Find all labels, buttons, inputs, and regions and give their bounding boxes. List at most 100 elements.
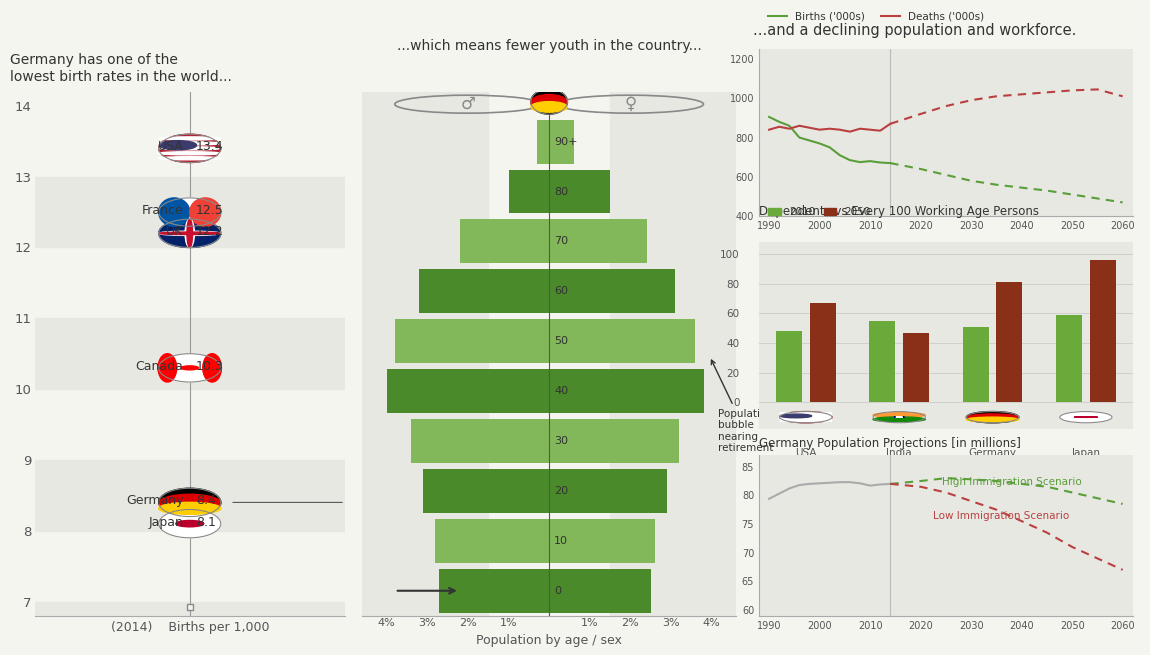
Bar bbox=[550, 569, 651, 612]
Bar bbox=[508, 170, 550, 214]
Text: 70: 70 bbox=[554, 236, 568, 246]
Ellipse shape bbox=[158, 354, 177, 382]
Ellipse shape bbox=[159, 198, 190, 226]
Text: 8.1: 8.1 bbox=[196, 515, 216, 529]
Ellipse shape bbox=[159, 495, 221, 512]
Bar bbox=[34, 177, 345, 248]
Ellipse shape bbox=[159, 232, 221, 234]
Ellipse shape bbox=[1060, 411, 1112, 423]
Ellipse shape bbox=[966, 417, 1019, 422]
Bar bbox=[1056, 315, 1082, 402]
Bar bbox=[550, 269, 675, 313]
Ellipse shape bbox=[159, 354, 221, 382]
Bar bbox=[34, 318, 345, 389]
Ellipse shape bbox=[531, 94, 567, 110]
Bar bbox=[550, 120, 574, 164]
X-axis label: Population by age / sex: Population by age / sex bbox=[476, 634, 622, 647]
Bar bbox=[996, 282, 1022, 402]
Ellipse shape bbox=[159, 510, 221, 538]
Text: 8.4: 8.4 bbox=[196, 495, 216, 508]
Ellipse shape bbox=[780, 421, 831, 422]
Text: 60: 60 bbox=[554, 286, 568, 296]
Text: Canada: Canada bbox=[136, 360, 184, 373]
Bar bbox=[362, 92, 489, 616]
Text: Dependents vs Every 100 Working Age Persons: Dependents vs Every 100 Working Age Pers… bbox=[759, 204, 1038, 217]
Text: 0: 0 bbox=[554, 586, 561, 596]
Ellipse shape bbox=[159, 147, 221, 150]
Ellipse shape bbox=[873, 413, 926, 417]
Bar bbox=[436, 519, 550, 563]
Text: 80: 80 bbox=[554, 187, 568, 196]
Text: 90+: 90+ bbox=[554, 137, 577, 147]
Bar bbox=[34, 601, 345, 616]
Bar bbox=[439, 569, 550, 612]
Ellipse shape bbox=[159, 219, 221, 248]
Ellipse shape bbox=[190, 198, 221, 226]
Text: 12.5: 12.5 bbox=[196, 204, 224, 217]
Bar bbox=[550, 369, 704, 413]
Bar bbox=[869, 321, 896, 402]
Ellipse shape bbox=[202, 354, 222, 382]
Text: Japan: Japan bbox=[148, 515, 184, 529]
Ellipse shape bbox=[159, 152, 221, 155]
Text: 20: 20 bbox=[554, 486, 568, 496]
Ellipse shape bbox=[780, 411, 831, 423]
Ellipse shape bbox=[159, 134, 221, 162]
Ellipse shape bbox=[780, 417, 831, 418]
Ellipse shape bbox=[966, 414, 1019, 421]
Bar bbox=[419, 269, 550, 313]
Text: USA: USA bbox=[158, 140, 184, 153]
Ellipse shape bbox=[873, 411, 926, 423]
Ellipse shape bbox=[159, 231, 221, 235]
Bar bbox=[963, 327, 989, 402]
Text: ...and a declining population and workforce.: ...and a declining population and workfo… bbox=[753, 23, 1076, 38]
Text: France: France bbox=[141, 204, 184, 217]
Text: 30: 30 bbox=[554, 436, 568, 446]
Bar bbox=[550, 419, 680, 463]
Ellipse shape bbox=[159, 157, 221, 160]
Ellipse shape bbox=[780, 419, 831, 420]
Text: 50: 50 bbox=[554, 336, 568, 346]
Legend: Births ('000s), Deaths ('000s): Births ('000s), Deaths ('000s) bbox=[765, 8, 988, 26]
Bar bbox=[550, 170, 610, 214]
Bar bbox=[423, 469, 550, 513]
Text: Germany: Germany bbox=[126, 495, 184, 508]
Bar bbox=[810, 303, 836, 402]
Bar bbox=[537, 120, 550, 164]
Bar bbox=[610, 92, 736, 616]
Bar bbox=[386, 369, 550, 413]
Ellipse shape bbox=[159, 488, 221, 517]
Bar bbox=[550, 219, 646, 263]
Ellipse shape bbox=[159, 502, 221, 514]
Text: Low Immigration Scenario: Low Immigration Scenario bbox=[934, 511, 1070, 521]
Ellipse shape bbox=[159, 198, 221, 226]
Bar bbox=[1090, 260, 1116, 402]
Text: ♀: ♀ bbox=[624, 95, 636, 113]
Text: 10.3: 10.3 bbox=[196, 360, 224, 373]
Bar bbox=[411, 419, 550, 463]
Ellipse shape bbox=[780, 414, 812, 418]
Text: 13.4: 13.4 bbox=[196, 140, 223, 153]
Text: Population
bubble
nearing
retirement: Population bubble nearing retirement bbox=[712, 360, 773, 453]
Text: UK: UK bbox=[167, 225, 184, 238]
Text: ♂: ♂ bbox=[460, 95, 475, 113]
Text: 40: 40 bbox=[554, 386, 568, 396]
Legend: 2010, 2050: 2010, 2050 bbox=[765, 203, 875, 221]
Ellipse shape bbox=[185, 219, 194, 248]
X-axis label: (2014)    Births per 1,000: (2014) Births per 1,000 bbox=[110, 621, 269, 634]
Bar bbox=[550, 319, 696, 363]
Circle shape bbox=[181, 366, 199, 370]
Ellipse shape bbox=[531, 102, 567, 112]
Title: ...which means fewer youth in the country...: ...which means fewer youth in the countr… bbox=[397, 39, 702, 53]
Text: 10: 10 bbox=[554, 536, 568, 546]
Bar bbox=[550, 519, 654, 563]
Bar bbox=[394, 319, 550, 363]
Circle shape bbox=[176, 521, 204, 527]
Ellipse shape bbox=[531, 89, 567, 114]
Text: High Immigration Scenario: High Immigration Scenario bbox=[942, 477, 1081, 487]
Text: Germany has one of the
lowest birth rates in the world...: Germany has one of the lowest birth rate… bbox=[9, 54, 231, 84]
Ellipse shape bbox=[780, 415, 831, 416]
Ellipse shape bbox=[780, 413, 831, 414]
Ellipse shape bbox=[187, 219, 192, 248]
Ellipse shape bbox=[966, 411, 1019, 423]
